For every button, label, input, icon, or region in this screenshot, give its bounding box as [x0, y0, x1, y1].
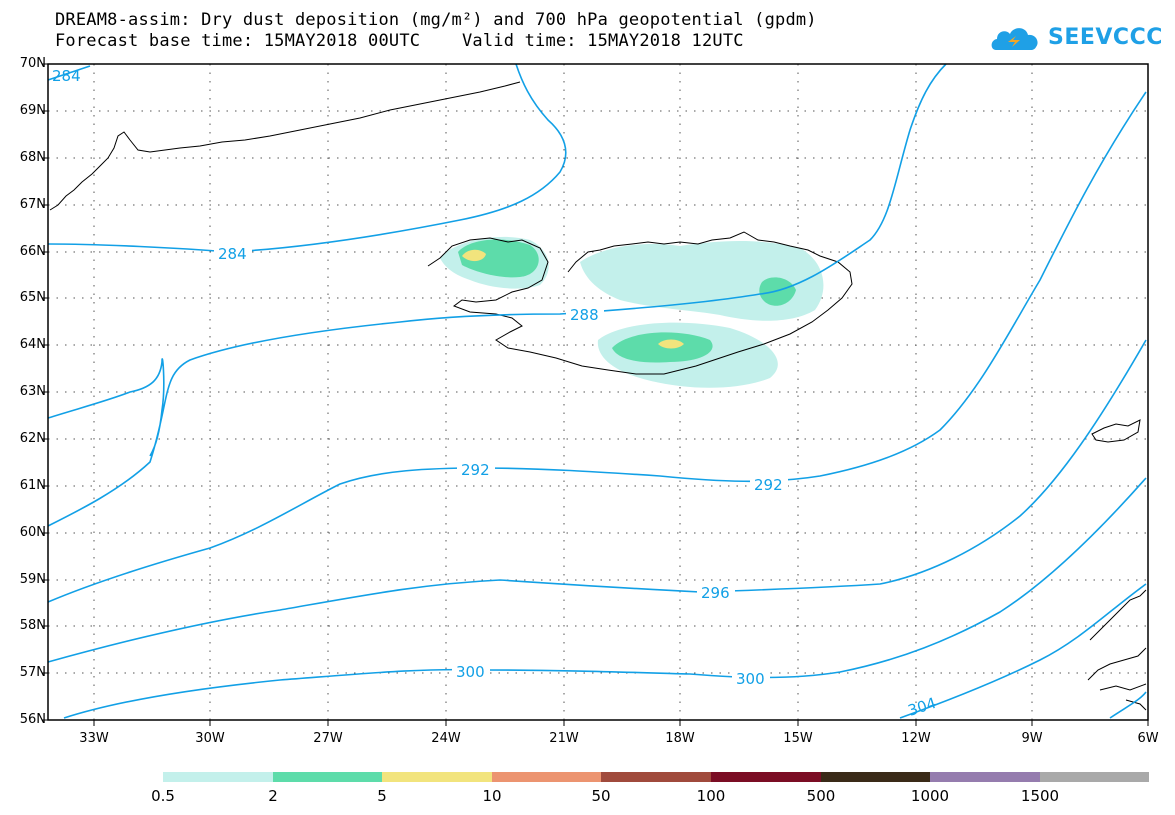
- dust-area-south-high: [658, 339, 684, 349]
- legend-swatch-9: [1039, 772, 1150, 782]
- lat-label-69n: 69N: [19, 103, 46, 118]
- contour-label-300-b: 300: [736, 670, 765, 688]
- lat-label-70n: 70N: [19, 56, 46, 71]
- seevccc-logo: [991, 28, 1038, 50]
- cloud-icon: [991, 28, 1038, 50]
- logo-text: SEEVCCC: [1048, 25, 1163, 50]
- dust-area-westfjords-mid: [458, 239, 539, 278]
- contour-label-300-a: 300: [456, 663, 485, 681]
- dust-area-south-mid: [612, 332, 713, 363]
- legend-label-10: 10: [482, 787, 502, 805]
- y-ticks: [42, 63, 48, 721]
- contour-304: [899, 583, 1147, 719]
- dust-area-east: [759, 277, 796, 306]
- lon-label-27w: 27W: [313, 731, 343, 746]
- faroe-coast: [1091, 419, 1141, 443]
- legend-swatch-1: [163, 772, 273, 782]
- lon-label-6w: 6W: [1137, 731, 1159, 746]
- lat-label-61n: 61N: [19, 478, 46, 493]
- greenland-coast: [49, 81, 521, 211]
- iceland-coast: [427, 231, 853, 375]
- legend-swatch-6: [710, 772, 821, 782]
- lat-label-56n: 56N: [19, 712, 46, 727]
- lon-label-15w: 15W: [783, 731, 813, 746]
- lat-label-66n: 66N: [19, 244, 46, 259]
- lat-label-65n: 65N: [19, 290, 46, 305]
- lon-label-33w: 33W: [79, 731, 109, 746]
- contour-292: [47, 91, 1147, 603]
- legend-swatch-7: [820, 772, 931, 782]
- legend-swatch-8: [930, 772, 1040, 782]
- x-ticks: [93, 720, 1149, 726]
- legend-label-50: 50: [591, 787, 611, 805]
- lon-label-24w: 24W: [431, 731, 461, 746]
- legend-label-0.5: 0.5: [151, 787, 175, 805]
- chart-title: DREAM8-assim: Dry dust deposition (mg/m²…: [55, 10, 817, 30]
- contour-labels: 284 284 288 292 292 296 300 300 304: [52, 67, 938, 720]
- lat-label-64n: 64N: [19, 337, 46, 352]
- geopotential-contours: [47, 63, 1147, 719]
- contour-label-296: 296: [701, 584, 730, 602]
- legend-swatch-2: [272, 772, 383, 782]
- contour-284-top: [47, 65, 91, 81]
- contour-288: [47, 63, 947, 527]
- contour-label-284-corner: 284: [52, 67, 81, 85]
- dust-area-westfjords-high: [462, 249, 486, 262]
- lon-label-21w: 21W: [549, 731, 579, 746]
- lat-label-58n: 58N: [19, 618, 46, 633]
- lon-label-18w: 18W: [665, 731, 695, 746]
- legend-label-1000: 1000: [910, 787, 950, 805]
- lat-label-59n: 59N: [19, 572, 46, 587]
- contour-300: [63, 477, 1147, 719]
- dust-deposition-shading: [440, 236, 824, 388]
- lat-label-67n: 67N: [19, 197, 46, 212]
- contour-label-292-a: 292: [461, 461, 490, 479]
- lat-label-57n: 57N: [19, 665, 46, 680]
- contour-label-288: 288: [570, 306, 599, 324]
- legend-label-1500: 1500: [1020, 787, 1060, 805]
- contour-label-304: 304: [906, 694, 939, 720]
- lat-label-60n: 60N: [19, 525, 46, 540]
- lat-label-63n: 63N: [19, 384, 46, 399]
- contour-308: [1109, 691, 1147, 719]
- scotland-coast: [1087, 589, 1147, 711]
- dust-area-north: [580, 241, 824, 321]
- legend-label-2: 2: [268, 787, 278, 805]
- contour-284: [47, 63, 567, 253]
- legend-swatch-4: [491, 772, 602, 782]
- coastlines: [49, 81, 1147, 711]
- legend-label-100: 100: [696, 787, 726, 805]
- lat-label-68n: 68N: [19, 150, 46, 165]
- legend-swatch-5: [601, 772, 711, 782]
- contour-label-boxes: [214, 244, 788, 687]
- legend-colorbar: [163, 772, 1150, 782]
- lon-label-30w: 30W: [195, 731, 225, 746]
- legend-label-500: 500: [806, 787, 836, 805]
- lon-label-12w: 12W: [901, 731, 931, 746]
- legend-label-5: 5: [377, 787, 387, 805]
- contour-label-284: 284: [218, 245, 247, 263]
- contour-label-292-b: 292: [754, 476, 783, 494]
- contour-296: [47, 339, 1147, 663]
- legend-swatch-3: [382, 772, 492, 782]
- chart-subtitle: Forecast base time: 15MAY2018 00UTC Vali…: [55, 31, 744, 51]
- lon-label-9w: 9W: [1021, 731, 1043, 746]
- lat-label-62n: 62N: [19, 431, 46, 446]
